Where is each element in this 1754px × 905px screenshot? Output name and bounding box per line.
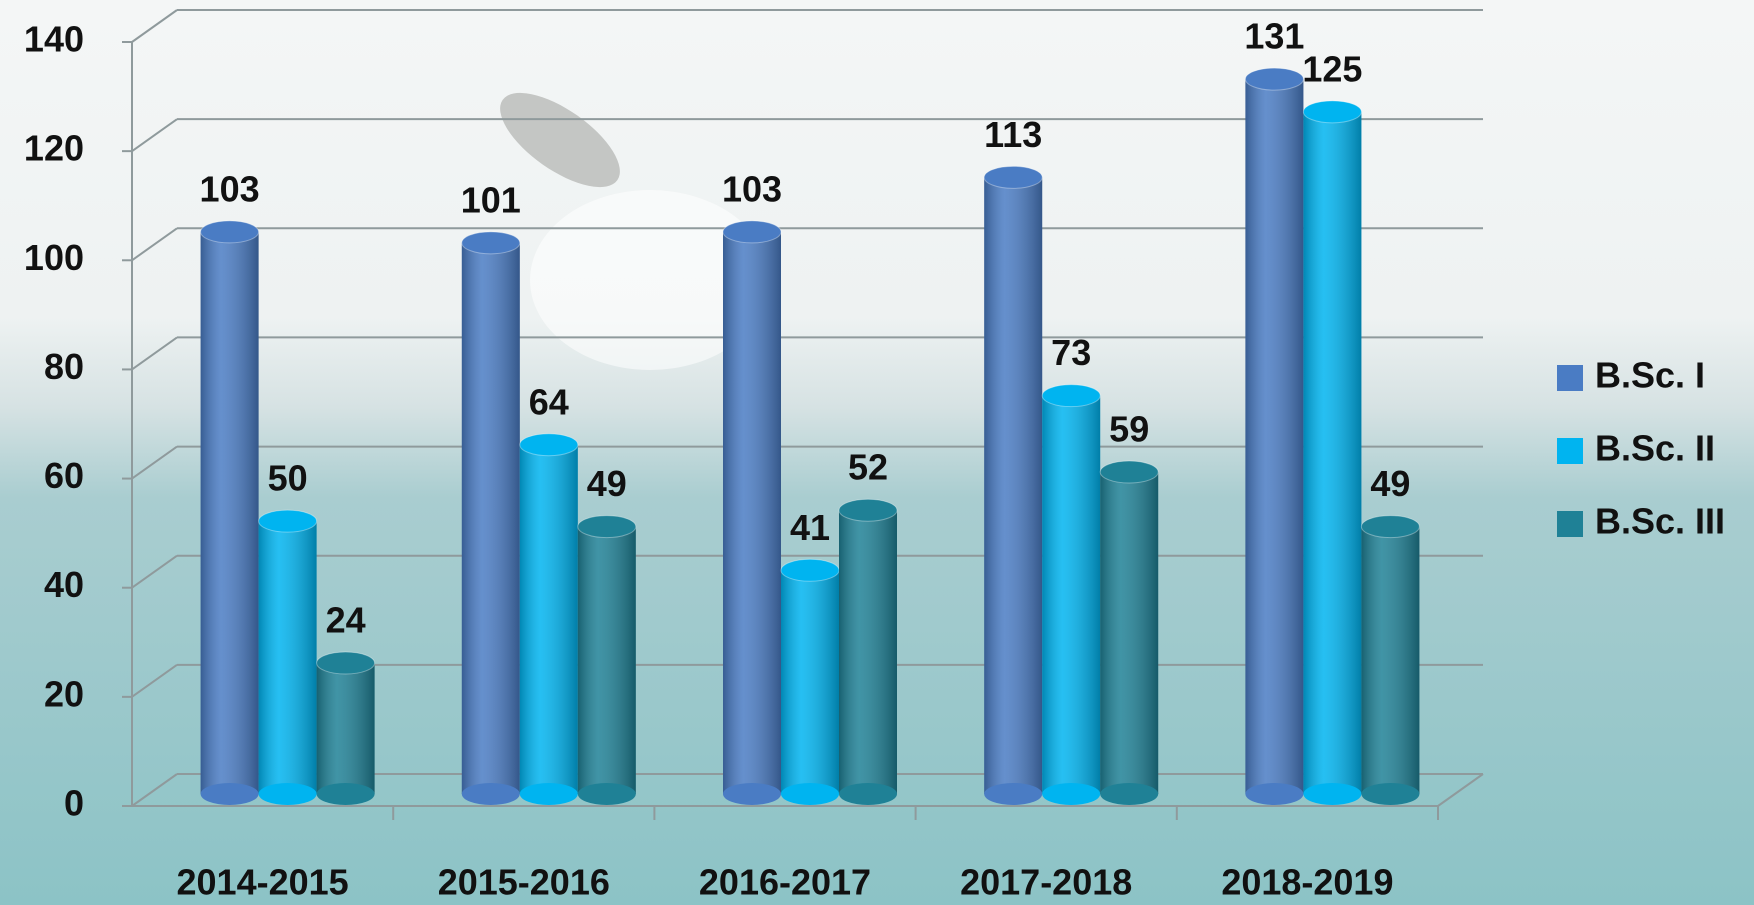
bar-shade (201, 232, 259, 794)
bar-top (578, 516, 636, 538)
bar (1245, 68, 1303, 805)
x-tick-label: 2015-2016 (438, 862, 610, 903)
legend-swatch (1557, 511, 1583, 537)
bar-top (317, 652, 375, 674)
page: {"chart_data": {"type": "bar", "categori… (0, 0, 1754, 905)
value-label: 103 (200, 168, 260, 209)
bar-top (201, 221, 259, 243)
bar-top (1245, 68, 1303, 90)
bar-bottom (781, 783, 839, 805)
bar-bottom (1361, 783, 1419, 805)
bar-bottom (462, 783, 520, 805)
value-label: 50 (268, 458, 308, 499)
bar-shade (1361, 527, 1419, 794)
bar-bottom (578, 783, 636, 805)
bar (1042, 385, 1100, 805)
x-tick-label: 2014-2015 (177, 862, 349, 903)
bar-top (723, 221, 781, 243)
bar-shade (839, 510, 897, 794)
bar-top (1042, 385, 1100, 407)
y-tick-label: 100 (24, 237, 84, 278)
bar-bottom (317, 783, 375, 805)
bar-top (1100, 461, 1158, 483)
bar-shade (1100, 472, 1158, 794)
value-label: 52 (848, 447, 888, 488)
bar-shade (984, 177, 1042, 794)
y-tick-label: 140 (24, 19, 84, 60)
value-label: 131 (1244, 16, 1304, 57)
legend-swatch (1557, 365, 1583, 391)
bar-top (1361, 516, 1419, 538)
bar-bottom (1100, 783, 1158, 805)
bar-top (839, 499, 897, 521)
bar-bottom (201, 783, 259, 805)
bar (578, 516, 636, 805)
value-label: 24 (326, 600, 366, 641)
bar-top (520, 434, 578, 456)
bar (839, 499, 897, 805)
bar-bottom (984, 783, 1042, 805)
bar-bottom (723, 783, 781, 805)
bar-shade (259, 521, 317, 794)
bar-bottom (1245, 783, 1303, 805)
bar-top (984, 166, 1042, 188)
y-tick-label: 40 (44, 564, 84, 605)
bar-top (259, 510, 317, 532)
bar (1361, 516, 1419, 805)
value-label: 103 (722, 168, 782, 209)
bar-shade (1245, 79, 1303, 794)
legend-label: B.Sc. II (1595, 428, 1715, 469)
bar (723, 221, 781, 805)
value-label: 49 (1370, 463, 1410, 504)
bar (259, 510, 317, 805)
bar-bottom (259, 783, 317, 805)
bar (201, 221, 259, 805)
bar-shade (723, 232, 781, 794)
bar-shade (520, 445, 578, 794)
y-tick-label: 20 (44, 673, 84, 714)
bar-top (462, 232, 520, 254)
bar (984, 166, 1042, 805)
bar (1100, 461, 1158, 805)
bar-shade (1303, 112, 1361, 794)
value-label: 49 (587, 463, 627, 504)
y-tick-label: 60 (44, 455, 84, 496)
y-tick-label: 80 (44, 346, 84, 387)
bar-shade (462, 243, 520, 794)
y-tick-label: 120 (24, 128, 84, 169)
bar-shade (317, 663, 375, 794)
value-label: 73 (1051, 332, 1091, 373)
x-tick-label: 2016-2017 (699, 862, 871, 903)
bar-shade (781, 570, 839, 794)
bar-bottom (1042, 783, 1100, 805)
legend-swatch (1557, 438, 1583, 464)
bar-top (781, 559, 839, 581)
legend-label: B.Sc. I (1595, 355, 1705, 396)
value-label: 59 (1109, 409, 1149, 450)
bar-bottom (839, 783, 897, 805)
bar (520, 434, 578, 805)
y-tick-label: 0 (64, 783, 84, 824)
x-tick-label: 2017-2018 (960, 862, 1132, 903)
bar (317, 652, 375, 805)
bar-shade (578, 527, 636, 794)
value-label: 64 (529, 381, 569, 422)
bar (781, 559, 839, 805)
value-label: 113 (984, 114, 1042, 155)
value-label: 125 (1302, 48, 1362, 89)
value-label: 41 (790, 507, 830, 548)
bar (462, 232, 520, 805)
legend-label: B.Sc. III (1595, 501, 1725, 542)
bar (1303, 101, 1361, 805)
x-tick-label: 2018-2019 (1221, 862, 1393, 903)
bar-shade (1042, 396, 1100, 794)
chart: 0 20 40 60 80 100 120 140 2014-2015 103 50 24 2015-2… (0, 0, 1754, 905)
bar-bottom (1303, 783, 1361, 805)
bar-bottom (520, 783, 578, 805)
value-label: 101 (461, 179, 521, 220)
bar-top (1303, 101, 1361, 123)
